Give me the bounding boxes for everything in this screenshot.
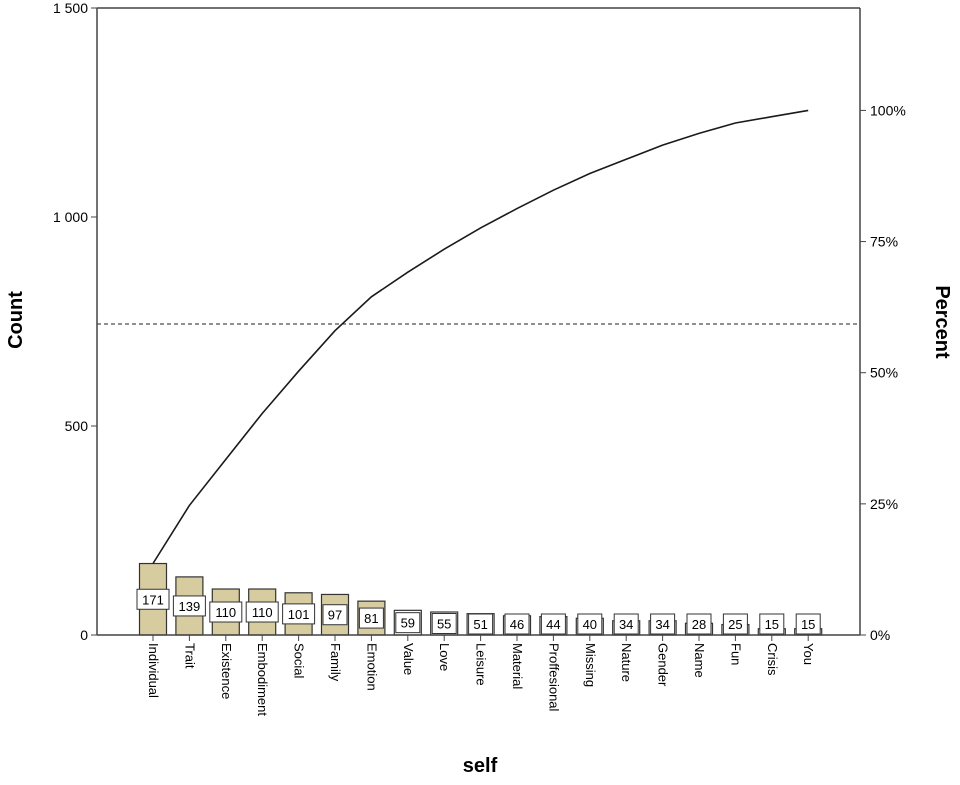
data-label-box bbox=[795, 613, 821, 635]
category-label: Missing bbox=[583, 643, 598, 687]
data-label-box bbox=[431, 613, 457, 635]
category-label: Proffesional bbox=[546, 643, 561, 712]
data-label-box bbox=[613, 613, 639, 635]
data-label: 171 bbox=[142, 592, 164, 607]
data-label: 44 bbox=[546, 617, 560, 632]
data-label: 51 bbox=[473, 617, 487, 632]
category-label: Love bbox=[437, 643, 452, 671]
data-label-box bbox=[577, 613, 603, 635]
data-label: 55 bbox=[437, 617, 451, 632]
category-label: Leisure bbox=[474, 643, 489, 686]
y-tick-label: 0 bbox=[80, 627, 88, 643]
data-label-box bbox=[650, 613, 676, 635]
category-label: Emotion bbox=[364, 643, 379, 691]
data-label: 110 bbox=[215, 605, 236, 620]
data-label: 46 bbox=[510, 617, 524, 632]
data-label-box bbox=[172, 595, 206, 617]
y-tick-label: 1 500 bbox=[53, 0, 88, 16]
cumulative-percent-line bbox=[152, 109, 809, 564]
right-tick-label: 25% bbox=[870, 496, 898, 512]
data-label-box bbox=[759, 613, 785, 635]
data-label: 110 bbox=[252, 605, 273, 620]
category-label: Existence bbox=[219, 643, 234, 699]
y-tick-label: 500 bbox=[65, 418, 89, 434]
category-label: Social bbox=[292, 643, 307, 679]
data-label: 34 bbox=[655, 617, 669, 632]
y-axis-title: Count bbox=[5, 291, 27, 349]
data-label: 15 bbox=[765, 617, 779, 632]
data-label: 59 bbox=[401, 616, 415, 631]
ticks-layer: 0 500 1 000 1 500 0% 25% 50% 75% 100% bbox=[53, 0, 906, 643]
category-label: Material bbox=[510, 643, 525, 689]
bar-labels-layer: 171 139 110 110 101 97 81 59 55 51 46 44 40 34 34 28 25 1… bbox=[136, 588, 821, 635]
category-label: Value bbox=[401, 643, 416, 675]
data-label: 97 bbox=[328, 608, 342, 623]
category-label: Name bbox=[692, 643, 707, 678]
right-tick-label: 100% bbox=[870, 102, 906, 118]
data-label: 34 bbox=[619, 617, 633, 632]
data-label: 81 bbox=[364, 611, 378, 626]
data-label: 101 bbox=[288, 607, 310, 622]
data-label: 15 bbox=[801, 617, 815, 632]
data-label-box bbox=[540, 613, 566, 635]
category-label: Gender bbox=[656, 643, 671, 687]
data-label-box bbox=[136, 588, 170, 610]
data-label-box bbox=[358, 607, 384, 629]
data-label-box bbox=[395, 612, 421, 634]
right-tick-label: 50% bbox=[870, 365, 898, 381]
data-label-box bbox=[504, 613, 530, 635]
data-label-box bbox=[209, 601, 243, 623]
category-label: You bbox=[801, 643, 816, 665]
data-label-box bbox=[245, 601, 279, 623]
right-tick-label: 0% bbox=[870, 627, 890, 643]
right-axis-title: Percent bbox=[931, 285, 953, 359]
data-label: 25 bbox=[728, 617, 742, 632]
category-label: Fun bbox=[728, 643, 743, 665]
line-layer bbox=[97, 109, 860, 564]
data-label-box bbox=[722, 613, 748, 635]
data-label-box bbox=[282, 603, 316, 625]
y-tick-label: 1 000 bbox=[53, 209, 88, 225]
data-label-box bbox=[686, 613, 712, 635]
data-label: 28 bbox=[692, 617, 706, 632]
axes-layer bbox=[96, 7, 861, 636]
x-axis-title: self bbox=[463, 755, 498, 777]
category-label: Family bbox=[328, 643, 343, 682]
data-label: 40 bbox=[583, 617, 597, 632]
data-label-box bbox=[322, 604, 348, 626]
category-label: Individual bbox=[146, 643, 161, 698]
category-label: Crisis bbox=[765, 643, 780, 676]
category-label: Embodiment bbox=[255, 643, 270, 716]
category-label: Trait bbox=[182, 643, 197, 669]
data-label-box bbox=[468, 613, 494, 635]
data-label: 139 bbox=[179, 599, 201, 614]
category-label: Nature bbox=[619, 643, 634, 682]
right-tick-label: 75% bbox=[870, 234, 898, 250]
category-labels-layer: Individual Trait Existence Embodiment Social… bbox=[146, 643, 816, 716]
